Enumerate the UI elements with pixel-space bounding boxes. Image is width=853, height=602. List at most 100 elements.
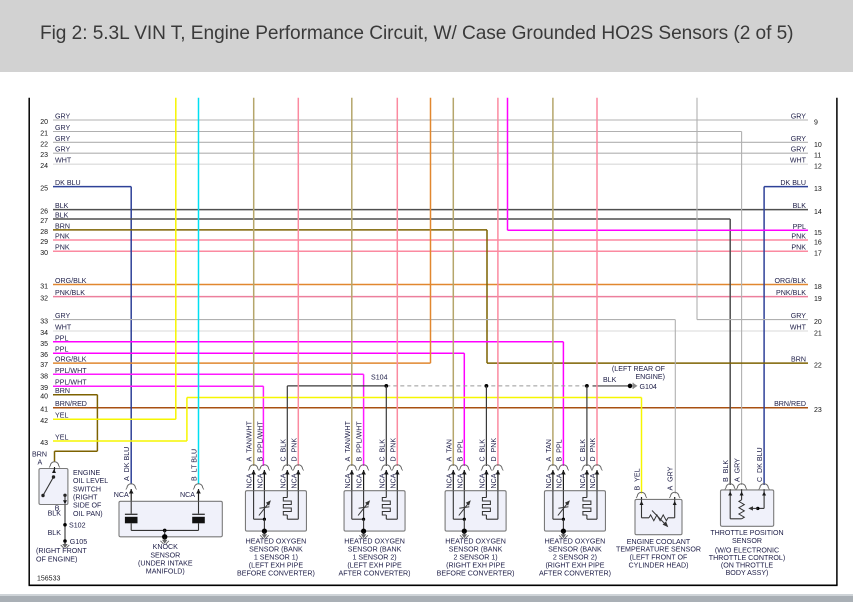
svg-text:32: 32 — [40, 296, 48, 303]
svg-text:GRY: GRY — [55, 113, 71, 121]
svg-text:NCA: NCA — [378, 473, 386, 488]
svg-text:OIL LEVEL: OIL LEVEL — [73, 477, 108, 485]
svg-text:NCA: NCA — [445, 473, 453, 488]
svg-text:NCA: NCA — [290, 473, 298, 488]
svg-text:HEATED OXYGEN: HEATED OXYGEN — [246, 538, 307, 546]
svg-text:S104: S104 — [371, 374, 388, 382]
svg-text:BLK: BLK — [48, 510, 62, 518]
svg-text:A DK BLU: A DK BLU — [123, 447, 131, 481]
svg-text:A: A — [38, 458, 43, 466]
svg-text:GRY: GRY — [791, 146, 807, 154]
svg-text:14: 14 — [814, 209, 822, 216]
svg-text:43: 43 — [40, 440, 48, 447]
svg-text:NCA: NCA — [389, 473, 397, 488]
svg-text:GRY: GRY — [55, 146, 71, 154]
svg-text:23: 23 — [814, 407, 822, 414]
svg-text:GRY: GRY — [791, 135, 807, 143]
svg-text:(LEFT EXH PIPE: (LEFT EXH PIPE — [249, 562, 304, 570]
svg-text:PNK/BLK: PNK/BLK — [776, 289, 806, 297]
svg-text:18: 18 — [814, 284, 822, 291]
svg-text:NCA: NCA — [256, 473, 264, 488]
svg-text:9: 9 — [814, 120, 818, 127]
svg-text:HEATED OXYGEN: HEATED OXYGEN — [545, 538, 606, 546]
svg-text:NCA: NCA — [279, 473, 287, 488]
svg-text:OF ENGINE): OF ENGINE) — [36, 556, 77, 564]
svg-text:(LEFT EXH PIPE: (LEFT EXH PIPE — [347, 562, 402, 570]
svg-text:HEATED OXYGEN: HEATED OXYGEN — [344, 538, 405, 546]
svg-text:37: 37 — [40, 362, 48, 369]
svg-text:D PNK: D PNK — [490, 438, 498, 462]
svg-text:B YEL: B YEL — [634, 468, 642, 490]
svg-text:KNOCK: KNOCK — [153, 543, 178, 551]
svg-text:WHT: WHT — [790, 157, 807, 165]
svg-text:B PPL: B PPL — [555, 439, 563, 461]
svg-text:25: 25 — [40, 186, 48, 193]
svg-text:OIL PAN): OIL PAN) — [73, 510, 103, 518]
svg-text:DK BLU: DK BLU — [55, 179, 81, 187]
svg-text:27: 27 — [40, 218, 48, 225]
svg-text:PPL/WHT: PPL/WHT — [55, 367, 87, 375]
svg-text:GRY: GRY — [55, 124, 71, 132]
svg-text:CYLINDER HEAD): CYLINDER HEAD) — [629, 562, 689, 570]
svg-text:12: 12 — [814, 164, 822, 171]
svg-text:Fig 2: 5.3L VIN T, Engine Perf: Fig 2: 5.3L VIN T, Engine Performance Ci… — [40, 23, 793, 44]
svg-text:16: 16 — [814, 240, 822, 247]
svg-text:40: 40 — [40, 394, 48, 401]
svg-text:36: 36 — [40, 352, 48, 359]
svg-text:NCA: NCA — [589, 473, 597, 488]
svg-text:B LT BLU: B LT BLU — [191, 449, 199, 481]
svg-text:22: 22 — [814, 363, 822, 370]
svg-text:A TAN: A TAN — [545, 439, 553, 461]
svg-text:SENSOR (BANK: SENSOR (BANK — [449, 546, 503, 554]
svg-text:22: 22 — [40, 141, 48, 148]
svg-text:BRN: BRN — [55, 387, 70, 395]
svg-text:NCA: NCA — [555, 473, 563, 488]
svg-text:30: 30 — [40, 250, 48, 257]
svg-text:42: 42 — [40, 418, 48, 425]
svg-text:YEL: YEL — [55, 412, 68, 420]
svg-text:17: 17 — [814, 251, 822, 258]
svg-text:WHT: WHT — [55, 324, 72, 332]
svg-text:156533: 156533 — [37, 576, 60, 583]
svg-text:ENGINE COOLANT: ENGINE COOLANT — [627, 538, 691, 546]
svg-text:NCA: NCA — [478, 473, 486, 488]
svg-text:SIDE OF: SIDE OF — [73, 502, 102, 510]
svg-text:2 SENSOR 1): 2 SENSOR 1) — [454, 554, 498, 562]
svg-text:BLK: BLK — [55, 202, 69, 210]
svg-text:(RIGHT EXH PIPE: (RIGHT EXH PIPE — [446, 562, 505, 570]
svg-text:BLK: BLK — [603, 376, 617, 384]
svg-text:(ON THROTTLE: (ON THROTTLE — [721, 562, 774, 570]
svg-text:NCA: NCA — [344, 473, 352, 488]
svg-text:BODY ASSY): BODY ASSY) — [726, 569, 769, 577]
svg-text:BRN: BRN — [55, 222, 70, 230]
svg-text:(UNDER INTAKE: (UNDER INTAKE — [138, 560, 193, 568]
svg-text:ORG/BLK: ORG/BLK — [774, 277, 806, 285]
svg-text:SENSOR (BANK: SENSOR (BANK — [249, 546, 303, 554]
svg-text:(RIGHT: (RIGHT — [73, 494, 98, 502]
svg-text:THROTTLE POSITION: THROTTLE POSITION — [710, 529, 783, 537]
svg-text:A GRY: A GRY — [734, 458, 742, 482]
svg-text:1 SENSOR 1): 1 SENSOR 1) — [254, 554, 298, 562]
svg-text:GRY: GRY — [791, 113, 807, 121]
svg-text:NCA: NCA — [114, 491, 129, 499]
svg-text:SWITCH: SWITCH — [73, 485, 101, 493]
svg-text:33: 33 — [40, 319, 48, 326]
svg-text:BEFORE CONVERTER): BEFORE CONVERTER) — [237, 570, 315, 578]
svg-text:B PPL/WHT: B PPL/WHT — [256, 421, 264, 462]
svg-text:24: 24 — [40, 163, 48, 170]
svg-text:A GRY: A GRY — [667, 466, 675, 490]
svg-text:B PPL/WHT: B PPL/WHT — [356, 421, 364, 462]
svg-text:HEATED OXYGEN: HEATED OXYGEN — [445, 538, 506, 546]
svg-text:C BLK: C BLK — [478, 439, 486, 462]
svg-text:NCA: NCA — [490, 473, 498, 488]
svg-text:PNK: PNK — [791, 233, 806, 241]
svg-text:DK BLU: DK BLU — [780, 179, 806, 187]
svg-text:21: 21 — [40, 131, 48, 138]
svg-text:NCA: NCA — [456, 473, 464, 488]
svg-text:(LEFT FRONT OF: (LEFT FRONT OF — [630, 554, 688, 562]
svg-text:BRN/RED: BRN/RED — [55, 400, 87, 408]
svg-text:PPL: PPL — [55, 346, 68, 354]
svg-text:PPL/WHT: PPL/WHT — [55, 379, 87, 387]
svg-text:GRY: GRY — [55, 312, 71, 320]
svg-text:BRN: BRN — [32, 450, 47, 458]
